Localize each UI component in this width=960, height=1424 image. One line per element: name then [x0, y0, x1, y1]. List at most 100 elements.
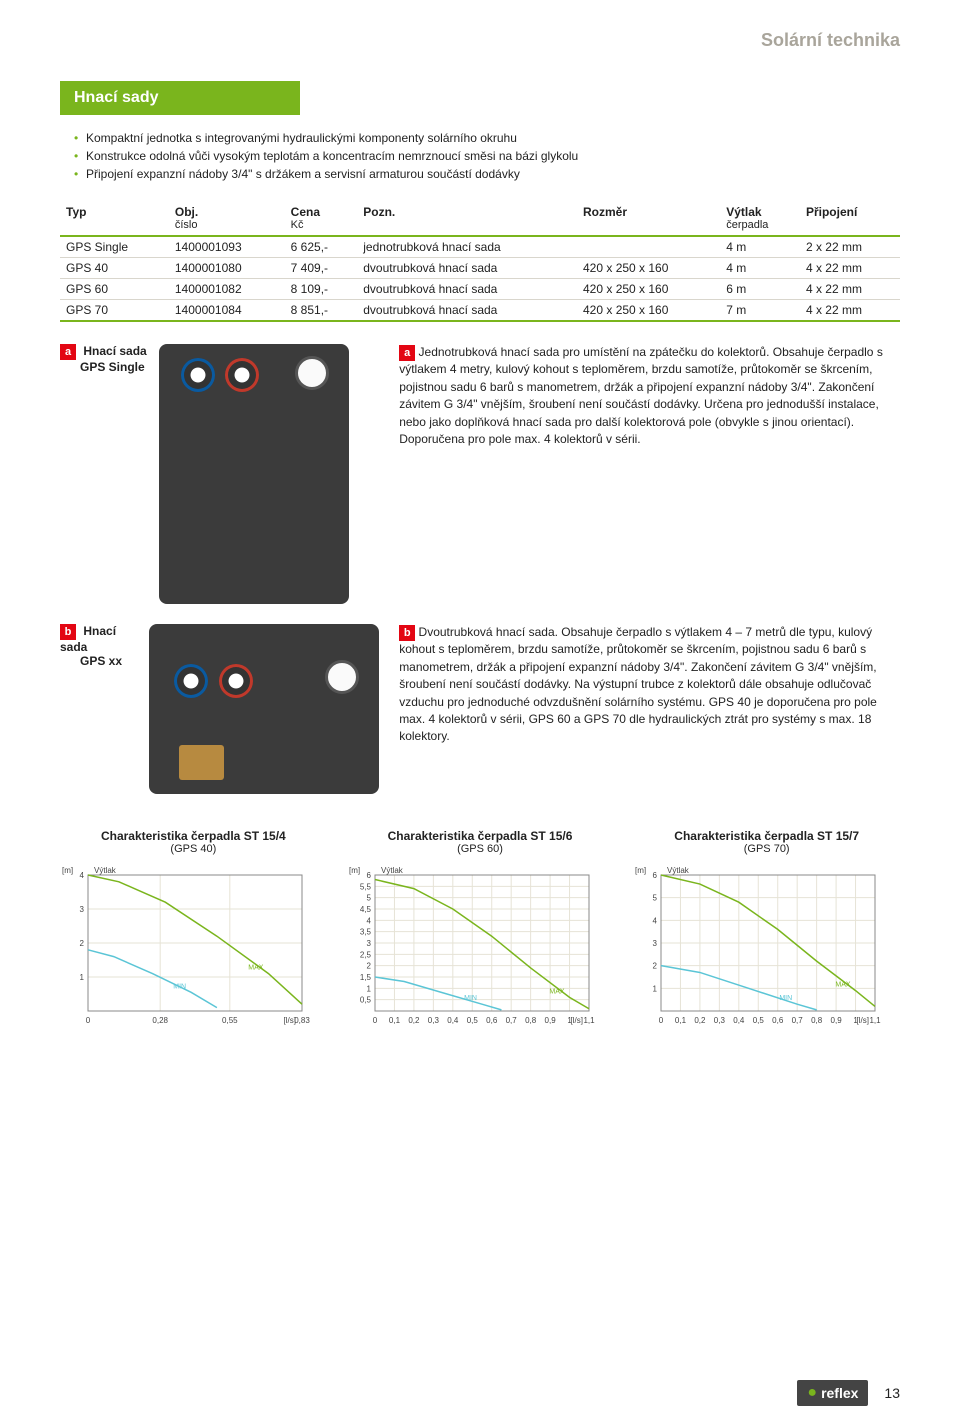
svg-text:1,5: 1,5 — [360, 973, 372, 982]
svg-text:0,7: 0,7 — [505, 1016, 517, 1025]
svg-text:0,3: 0,3 — [427, 1016, 439, 1025]
svg-text:0,8: 0,8 — [811, 1016, 823, 1025]
svg-text:0,2: 0,2 — [695, 1016, 707, 1025]
table-cell: 420 x 250 x 160 — [577, 258, 720, 279]
product-image-a — [159, 344, 349, 604]
badge-a-right: a — [399, 345, 415, 361]
page-number: 13 — [884, 1385, 900, 1401]
table-cell: dvoutrubková hnací sada — [357, 300, 577, 322]
label-a-l2: GPS Single — [80, 360, 147, 374]
svg-text:[m]: [m] — [62, 866, 73, 875]
table-cell: GPS 40 — [60, 258, 169, 279]
gauge-blue-icon — [181, 358, 215, 392]
svg-text:0,3: 0,3 — [714, 1016, 726, 1025]
col-rozmer: Rozměr — [577, 201, 720, 236]
gauge-red-icon — [219, 664, 253, 698]
svg-text:[l/s]: [l/s] — [284, 1016, 296, 1025]
svg-text:0,1: 0,1 — [675, 1016, 687, 1025]
svg-text:3: 3 — [366, 939, 371, 948]
table-cell: GPS 60 — [60, 279, 169, 300]
table-row: GPS 4014000010807 409,-dvoutrubková hnac… — [60, 258, 900, 279]
table-cell: 420 x 250 x 160 — [577, 300, 720, 322]
col-cena: CenaKč — [285, 201, 358, 236]
col-vytlak: Výtlakčerpadla — [720, 201, 800, 236]
table-row: GPS 7014000010848 851,-dvoutrubková hnac… — [60, 300, 900, 322]
logo-text: reflex — [821, 1385, 858, 1401]
badge-b-right: b — [399, 625, 415, 641]
table-cell: dvoutrubková hnací sada — [357, 279, 577, 300]
col-obj: Obj.číslo — [169, 201, 285, 236]
svg-text:MIN: MIN — [173, 983, 186, 990]
svg-text:0,5: 0,5 — [360, 995, 372, 1004]
svg-text:0,6: 0,6 — [773, 1016, 785, 1025]
table-cell: 4 m — [720, 236, 800, 258]
svg-text:4: 4 — [80, 871, 85, 880]
table-row: GPS 6014000010828 109,-dvoutrubková hnac… — [60, 279, 900, 300]
table-cell: 2 x 22 mm — [800, 236, 900, 258]
svg-text:2: 2 — [653, 961, 658, 970]
svg-text:5: 5 — [653, 893, 658, 902]
pump-chart-svg: 0,511,522,533,544,555,5600,10,20,30,40,5… — [347, 863, 597, 1033]
desc-b-text: Dvoutrubková hnací sada. Obsahuje čerpad… — [399, 625, 877, 743]
svg-text:0,9: 0,9 — [544, 1016, 556, 1025]
col-typ: Typ — [60, 201, 169, 236]
bullet-item: Kompaktní jednotka s integrovanými hydra… — [74, 129, 900, 147]
brand-logo: ● reflex — [797, 1380, 868, 1406]
svg-text:Výtlak: Výtlak — [667, 866, 690, 875]
section-title: Hnací sady — [60, 81, 300, 115]
manometer-icon — [325, 660, 359, 694]
svg-text:[m]: [m] — [349, 866, 360, 875]
svg-text:MAX: MAX — [549, 988, 565, 995]
table-cell: 420 x 250 x 160 — [577, 279, 720, 300]
svg-text:1,1: 1,1 — [583, 1016, 595, 1025]
svg-text:3: 3 — [80, 905, 85, 914]
pump-chart-svg: 12345600,10,20,30,40,50,60,70,80,911,1Vý… — [633, 863, 883, 1033]
svg-text:0,9: 0,9 — [831, 1016, 843, 1025]
svg-text:2: 2 — [80, 939, 85, 948]
svg-text:Výtlak: Výtlak — [381, 866, 404, 875]
table-cell: 8 109,- — [285, 279, 358, 300]
svg-text:MAX: MAX — [836, 981, 852, 988]
svg-text:0,2: 0,2 — [408, 1016, 420, 1025]
svg-text:2,5: 2,5 — [360, 950, 372, 959]
svg-text:5,5: 5,5 — [360, 882, 372, 891]
svg-text:0,8: 0,8 — [525, 1016, 537, 1025]
svg-text:0,4: 0,4 — [447, 1016, 459, 1025]
table-cell: 6 625,- — [285, 236, 358, 258]
chart-1-title: Charakteristika čerpadla ST 15/4 (GPS 40… — [60, 829, 327, 857]
table-cell: 4 x 22 mm — [800, 279, 900, 300]
spec-table: Typ Obj.číslo CenaKč Pozn. Rozměr Výtlak… — [60, 201, 900, 322]
product-image-b — [149, 624, 379, 794]
table-row: GPS Single14000010936 625,-jednotrubková… — [60, 236, 900, 258]
page-category: Solární technika — [60, 30, 900, 51]
svg-text:0,83: 0,83 — [294, 1016, 310, 1025]
chart-1: Charakteristika čerpadla ST 15/4 (GPS 40… — [60, 829, 327, 1036]
table-cell: 7 m — [720, 300, 800, 322]
table-cell: 4 m — [720, 258, 800, 279]
table-cell: 1400001084 — [169, 300, 285, 322]
svg-text:0,55: 0,55 — [222, 1016, 238, 1025]
table-cell: 7 409,- — [285, 258, 358, 279]
label-a-l1: Hnací sada — [83, 344, 146, 358]
brass-fitting-icon — [179, 745, 224, 780]
svg-text:0,1: 0,1 — [389, 1016, 401, 1025]
svg-text:0,6: 0,6 — [486, 1016, 498, 1025]
table-cell: dvoutrubková hnací sada — [357, 258, 577, 279]
svg-text:[l/s]: [l/s] — [570, 1016, 582, 1025]
svg-text:4,5: 4,5 — [360, 905, 372, 914]
svg-text:MIN: MIN — [464, 995, 477, 1002]
svg-text:MIN: MIN — [780, 995, 793, 1002]
svg-text:[l/s]: [l/s] — [857, 1016, 869, 1025]
svg-text:2: 2 — [366, 961, 371, 970]
svg-text:0,4: 0,4 — [734, 1016, 746, 1025]
table-cell: 1400001082 — [169, 279, 285, 300]
chart-3-title: Charakteristika čerpadla ST 15/7 (GPS 70… — [633, 829, 900, 857]
logo-dot-icon: ● — [807, 1384, 817, 1402]
table-cell: GPS 70 — [60, 300, 169, 322]
feature-bullets: Kompaktní jednotka s integrovanými hydra… — [74, 129, 900, 183]
svg-text:1: 1 — [653, 984, 658, 993]
svg-text:[m]: [m] — [635, 866, 646, 875]
svg-text:0,28: 0,28 — [152, 1016, 168, 1025]
svg-text:0,5: 0,5 — [466, 1016, 478, 1025]
svg-text:5: 5 — [366, 893, 371, 902]
